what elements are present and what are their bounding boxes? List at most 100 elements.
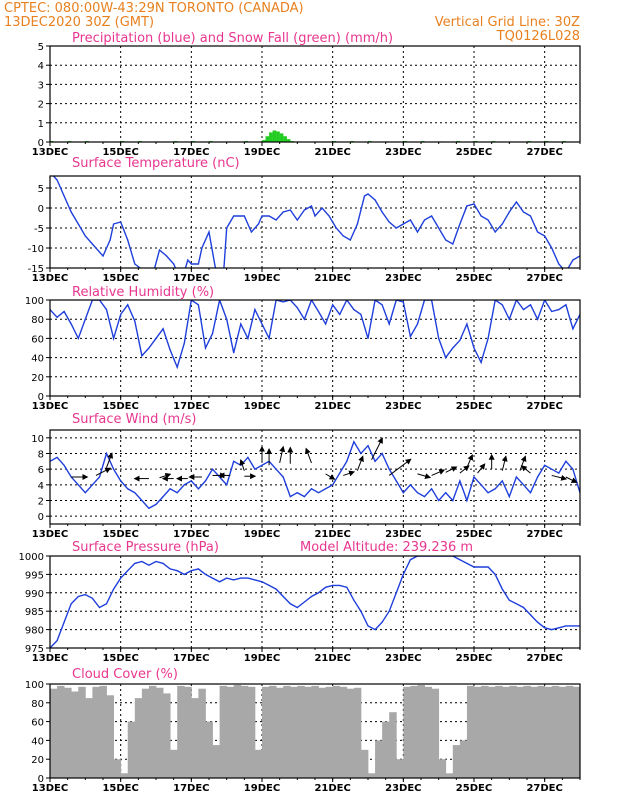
rh-point bbox=[473, 347, 475, 349]
pressure-point bbox=[127, 570, 129, 572]
pressure-point bbox=[275, 588, 277, 590]
x-tick-label: 15DEC bbox=[102, 401, 138, 412]
temp-point bbox=[303, 209, 305, 211]
temp-point bbox=[480, 215, 482, 217]
temp-point bbox=[261, 215, 263, 217]
cloud-bar bbox=[247, 686, 256, 778]
pressure-point bbox=[395, 592, 397, 594]
pressure-line bbox=[50, 556, 580, 648]
temp-point bbox=[310, 205, 313, 207]
header-grid-note: Vertical Grid Line: 30Z bbox=[435, 15, 580, 30]
pressure-point bbox=[233, 579, 235, 581]
temp-point bbox=[49, 171, 50, 172]
wind-arrow bbox=[325, 473, 336, 480]
rh-point bbox=[282, 301, 284, 303]
pressure-point bbox=[176, 570, 178, 572]
cloud-bar bbox=[283, 685, 291, 778]
y-tick-label: 40 bbox=[31, 354, 44, 365]
rh-point bbox=[558, 309, 560, 311]
temp-point bbox=[145, 271, 146, 272]
x-tick-label: 21DEC bbox=[314, 653, 350, 664]
pressure-point bbox=[77, 595, 79, 598]
temp-point bbox=[501, 223, 503, 225]
panel-frame bbox=[49, 555, 581, 649]
y-tick-label: 2 bbox=[38, 497, 44, 508]
panel-title: Cloud Cover (%) bbox=[72, 667, 178, 682]
wind-point bbox=[317, 492, 320, 494]
pressure-point bbox=[84, 594, 86, 596]
pressure-point bbox=[303, 601, 305, 603]
cloud-bar bbox=[360, 749, 369, 778]
wind-arrow bbox=[388, 458, 412, 476]
cloud-bar bbox=[184, 686, 192, 778]
cloud-bar bbox=[113, 759, 122, 778]
pressure-point bbox=[353, 599, 355, 601]
pressure-point bbox=[381, 621, 383, 623]
wind-point bbox=[494, 488, 496, 490]
cloud-bar bbox=[389, 712, 397, 778]
rh-point bbox=[508, 318, 510, 320]
y-tick-label: 985 bbox=[25, 607, 44, 618]
pressure-point bbox=[70, 603, 72, 605]
cloud-bar bbox=[148, 685, 157, 778]
cloud-bar bbox=[311, 685, 319, 778]
temp-point bbox=[296, 219, 298, 221]
temp-point bbox=[120, 221, 122, 223]
rh-point bbox=[105, 309, 108, 311]
x-tick-label: 25DEC bbox=[456, 147, 492, 158]
pressure-point bbox=[261, 581, 263, 583]
snow-bar bbox=[262, 140, 266, 142]
temp-point bbox=[314, 215, 316, 217]
pressure-point bbox=[105, 603, 108, 605]
temp-point bbox=[226, 227, 228, 229]
wind-point bbox=[508, 495, 510, 498]
pressure-point bbox=[169, 568, 171, 570]
x-tick-label: 17DEC bbox=[173, 273, 209, 284]
pressure-point bbox=[148, 564, 150, 566]
y-tick-label: 6 bbox=[38, 465, 44, 476]
wind-point bbox=[148, 507, 150, 509]
wind-point bbox=[551, 468, 553, 470]
wind-arrow bbox=[565, 476, 578, 483]
rh-point bbox=[120, 313, 122, 315]
rh-point bbox=[70, 323, 72, 325]
header-run-time: 13DEC2020 30Z (GMT) bbox=[4, 15, 154, 30]
rh-point bbox=[162, 328, 164, 330]
cloud-bar bbox=[99, 685, 107, 778]
cloud-bar bbox=[141, 688, 150, 778]
x-tick-label: 13DEC bbox=[32, 273, 68, 284]
wind-point bbox=[438, 499, 440, 502]
rh-point bbox=[381, 304, 383, 306]
cloud-bar bbox=[50, 688, 58, 778]
rh-point bbox=[367, 337, 369, 339]
temp-point bbox=[423, 219, 426, 221]
pressure-point bbox=[558, 627, 560, 629]
wind-arrow bbox=[445, 466, 458, 473]
temp-point bbox=[416, 231, 419, 233]
temp-point bbox=[335, 227, 337, 229]
temp-point bbox=[438, 227, 440, 229]
pressure-point bbox=[113, 588, 115, 590]
pressure-point bbox=[162, 562, 164, 564]
rh-point bbox=[77, 337, 79, 339]
cloud-bar bbox=[297, 685, 305, 778]
y-tick-label: 0 bbox=[38, 512, 44, 523]
snow-bar bbox=[283, 136, 287, 142]
x-tick-label: 23DEC bbox=[385, 273, 421, 284]
temp-point bbox=[257, 223, 260, 225]
wind-point bbox=[226, 484, 228, 486]
x-tick-label: 27DEC bbox=[526, 401, 562, 412]
temp-point bbox=[522, 211, 525, 213]
cloud-bar bbox=[382, 721, 390, 778]
wind-point bbox=[388, 468, 390, 470]
cloud-bar bbox=[544, 686, 553, 778]
panel-title: Precipitation (blue) and Snow Fall (gree… bbox=[72, 31, 393, 46]
cloud-bar bbox=[558, 686, 567, 778]
temp-point bbox=[452, 243, 454, 245]
pressure-point bbox=[56, 640, 58, 642]
y-tick-label: 20 bbox=[31, 755, 44, 766]
temp-point bbox=[233, 215, 235, 217]
rh-point bbox=[522, 309, 525, 311]
pressure-point bbox=[522, 606, 525, 609]
x-tick-label: 17DEC bbox=[173, 653, 209, 664]
